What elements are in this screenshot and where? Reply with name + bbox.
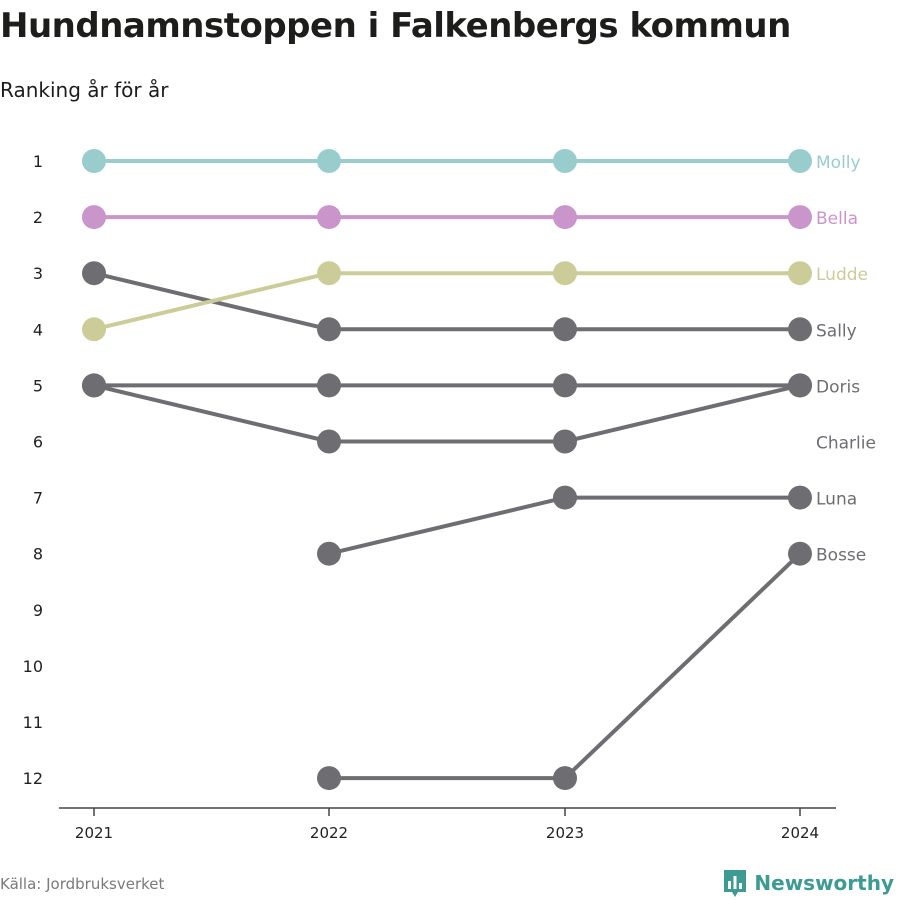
data-point-luna [317,541,341,566]
x-axis: 2021 2022 2023 2024 [59,807,836,842]
series-points [82,149,812,791]
end-label-bosse: Bosse [816,546,866,566]
data-point-sally [82,261,106,286]
end-label-charlie: Charlie [816,434,876,454]
data-point-sally [317,317,341,342]
y-tick-label: 1 [33,152,43,171]
y-tick-label: 8 [33,545,43,564]
y-tick-label: 7 [33,489,43,508]
data-point-charlie [82,373,106,398]
x-tick-label: 2021 [75,824,113,842]
series-line-ludde [92,271,802,332]
y-tick-label: 3 [33,264,43,283]
data-point-sally [553,317,577,342]
data-point-bosse [788,541,812,566]
data-point-luna [788,485,812,510]
y-tick-label: 12 [23,769,43,788]
data-point-ludde [317,261,341,286]
data-point-molly [82,149,106,173]
brand-logo: Newsworthy [722,868,894,898]
data-point-molly [788,149,812,173]
data-point-charlie [788,373,812,398]
data-point-bella [82,205,106,230]
data-point-charlie [553,429,577,454]
data-point-bosse [317,766,341,791]
y-tick-label: 2 [33,208,43,227]
data-point-bosse [553,766,577,791]
bar-chart-speech-bubble-icon [724,870,747,897]
end-label-sally: Sally [816,321,857,341]
x-tick-label: 2022 [310,824,348,842]
data-point-molly [317,149,341,173]
series-line-charlie [92,383,802,444]
data-point-doris [553,373,577,398]
chart-title: Hundnamnstoppen i Falkenbergs kommun [0,6,791,46]
end-label-luna: Luna [816,490,857,510]
end-label-ludde: Ludde [816,265,868,285]
data-point-bella [553,205,577,230]
series-line-bosse [327,551,802,781]
data-point-ludde [82,317,106,342]
y-tick-label: 5 [33,376,43,395]
series-lines [92,159,802,781]
data-point-luna [553,485,577,510]
data-point-doris [317,373,341,398]
data-point-sally [788,317,812,342]
data-point-charlie [317,429,341,454]
data-point-molly [553,149,577,173]
data-point-bella [788,205,812,230]
y-tick-label: 9 [33,601,43,620]
chart-subtitle: Ranking år för år [0,78,169,102]
x-tick-label: 2023 [546,824,584,842]
data-point-bella [317,205,341,230]
end-label-bella: Bella [816,209,858,229]
y-tick-label: 6 [33,433,43,452]
data-point-ludde [788,261,812,286]
end-label-molly: Molly [816,153,861,173]
y-tick-label: 11 [23,713,43,732]
y-tick-label: 4 [33,320,43,339]
y-tick-label: 10 [23,657,43,676]
source-note: Källa: Jordbruksverket [0,875,165,893]
data-point-ludde [553,261,577,286]
end-labels: Molly Bella Ludde Sally Doris Charlie Luna Boss… [816,153,876,566]
end-label-doris: Doris [816,377,860,397]
x-tick-label: 2024 [781,824,819,842]
brand-name: Newsworthy [754,871,894,895]
series-line-sally [92,271,802,332]
